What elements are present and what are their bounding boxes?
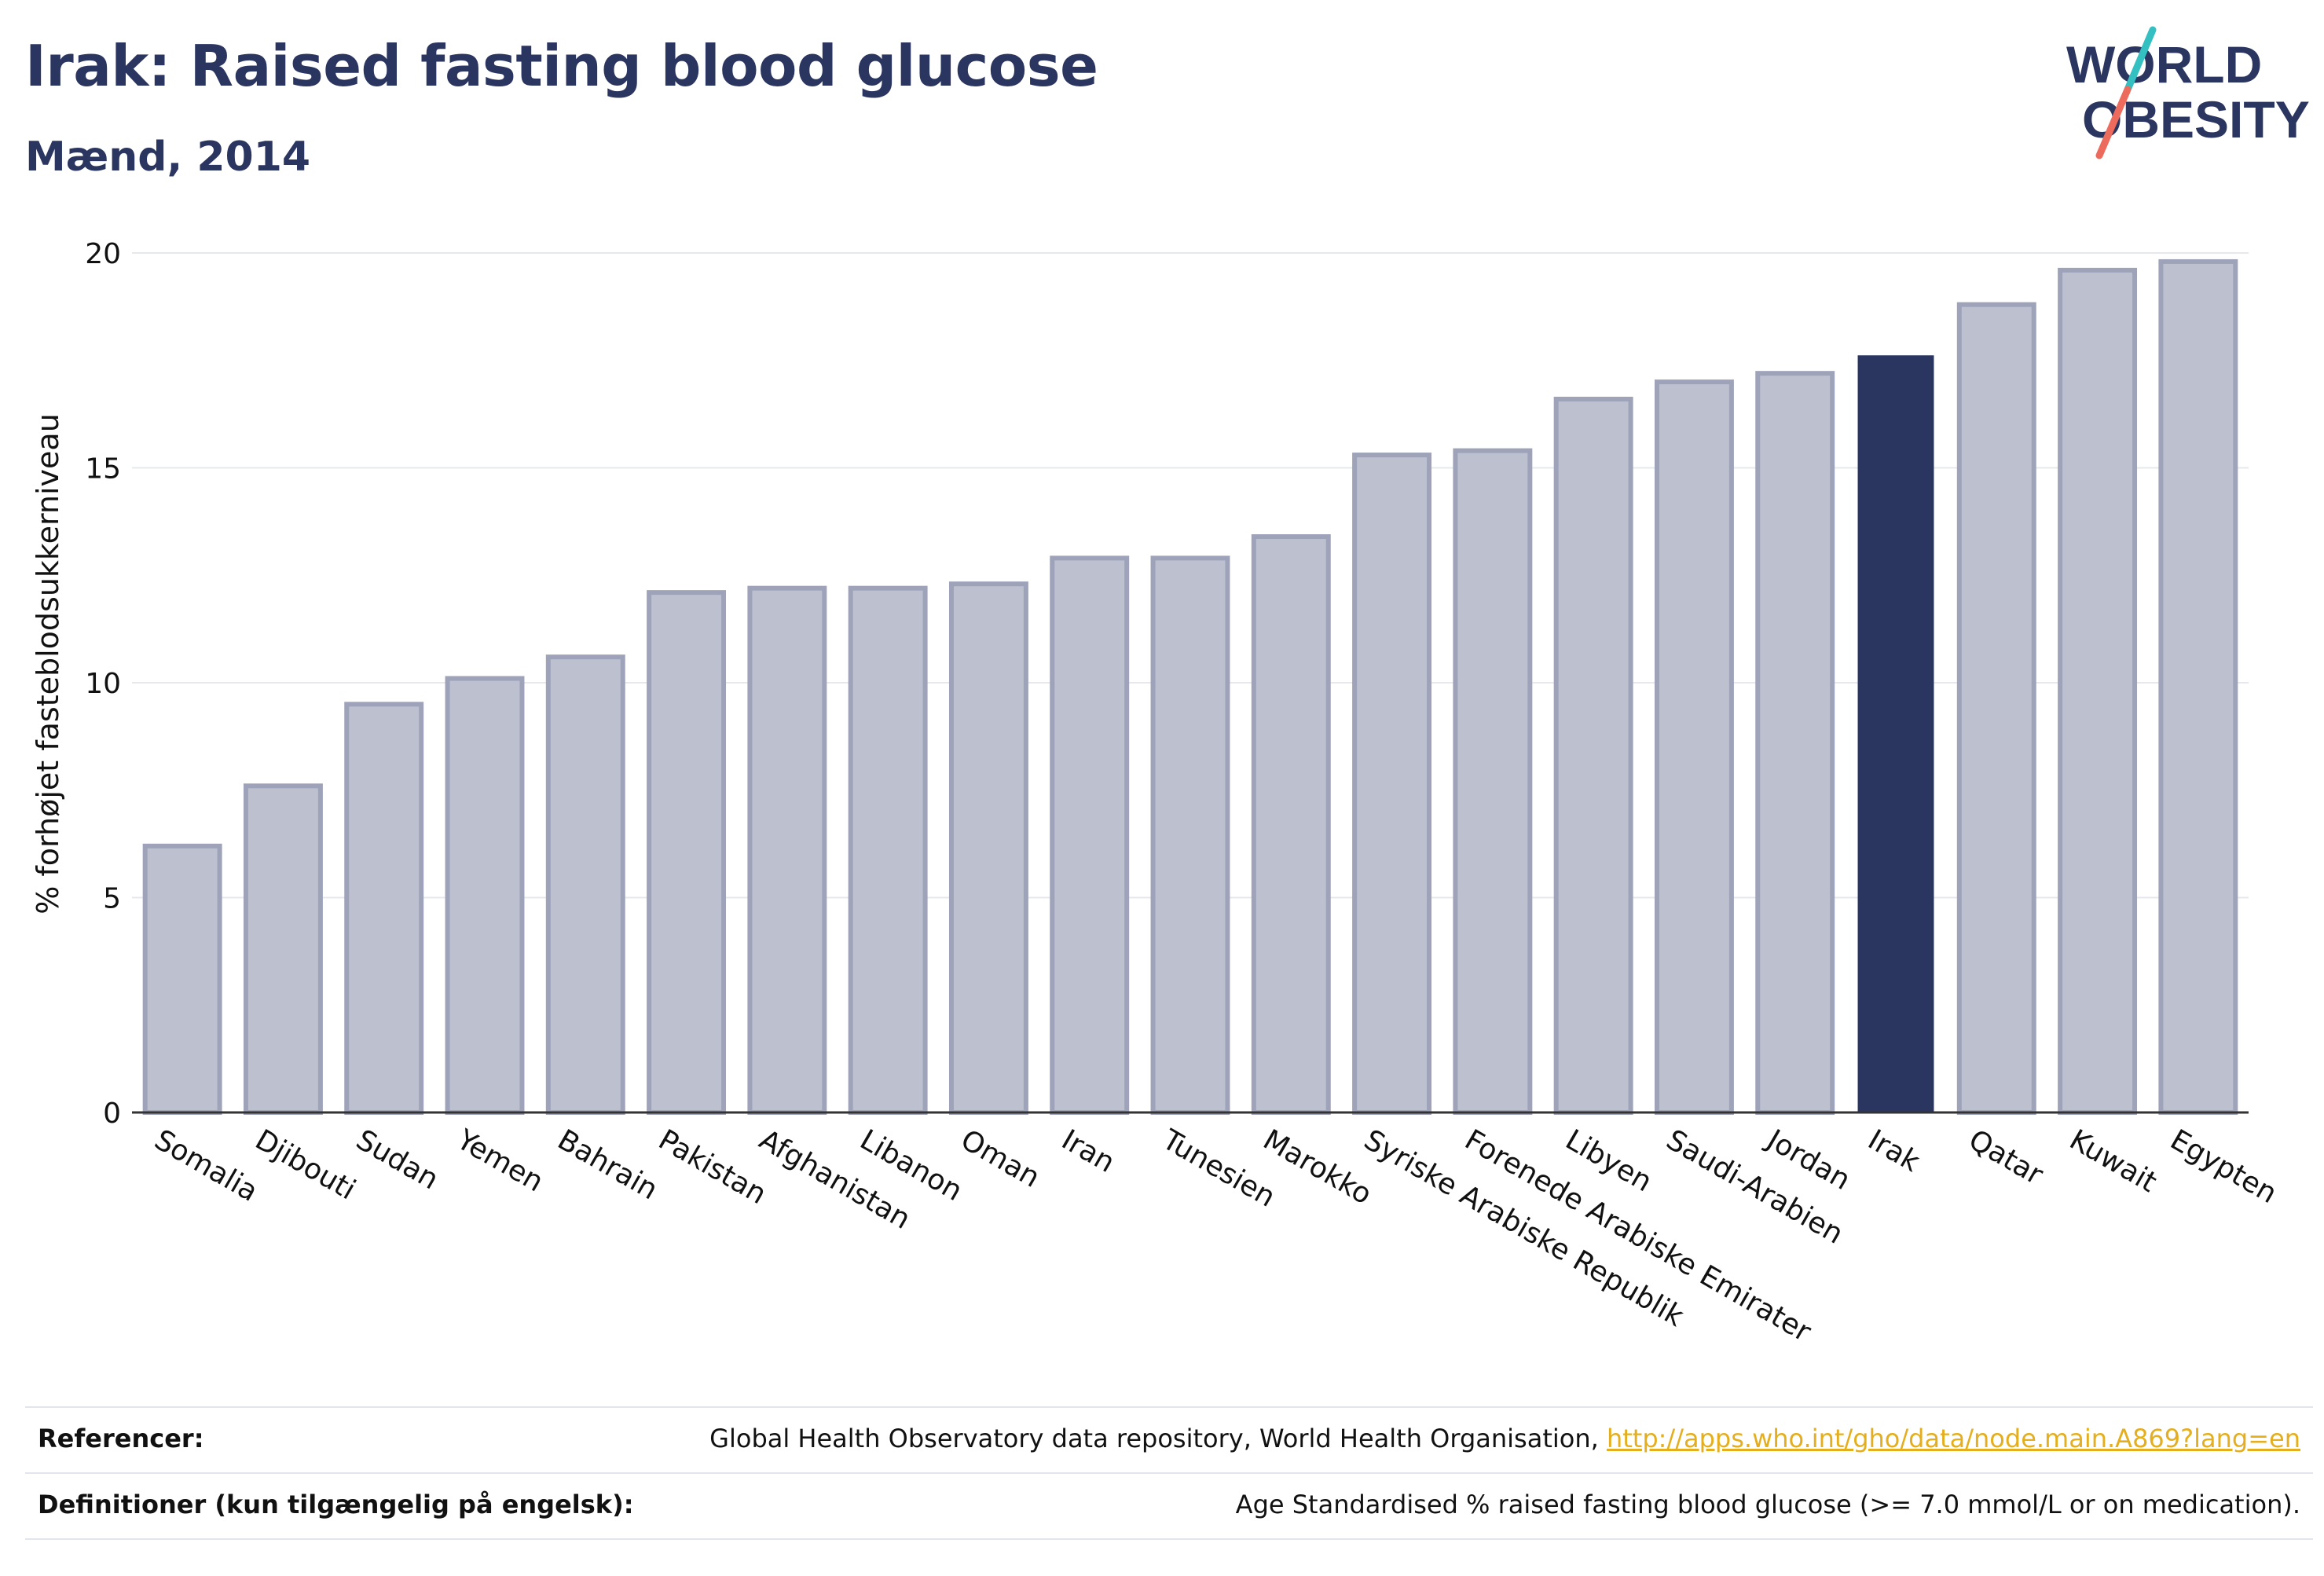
logo-slash-coral — [2095, 86, 2132, 159]
world-obesity-logo: WORLD OBESITY — [2066, 26, 2310, 159]
x-tick-label: Tunesien — [1157, 1123, 1281, 1214]
x-tick-label: Pakistan — [653, 1123, 772, 1211]
footer: Referencer: Global Health Observatory da… — [25, 1406, 2313, 1540]
footer-rule-top — [25, 1406, 2313, 1408]
bar-afghanistan — [747, 585, 827, 1115]
bar-iran — [1050, 555, 1130, 1115]
references-row: Referencer: Global Health Observatory da… — [25, 1406, 2313, 1471]
x-tick-label: Djibouti — [250, 1123, 361, 1206]
bar-egypten — [2158, 258, 2238, 1116]
bar-somalia — [142, 843, 222, 1115]
bar-jordan — [1755, 371, 1835, 1116]
bar-saudi-arabien — [1654, 379, 1734, 1116]
bar-pakistan — [647, 590, 727, 1115]
y-tick-label: 15 — [85, 453, 121, 486]
x-tick-label: Yemen — [451, 1123, 549, 1199]
bar-syriske-arabiske-republik — [1352, 453, 1432, 1115]
references-link[interactable]: http://apps.who.int/gho/data/node.main.A… — [1606, 1424, 2300, 1453]
bar-libanon — [848, 585, 928, 1115]
bar-marokko — [1251, 534, 1331, 1115]
bar-oman — [948, 581, 1028, 1115]
bar-irak — [1857, 355, 1934, 1113]
bar-qatar — [1956, 302, 2036, 1115]
y-tick-label: 5 — [103, 883, 121, 915]
x-tick-label: Qatar — [1963, 1123, 2048, 1191]
page-subtitle: Mænd, 2014 — [25, 134, 311, 181]
x-tick-label: Saudi-Arabien — [1661, 1123, 1849, 1251]
logo-line1: WORLD — [2066, 35, 2262, 93]
logo-slash-teal — [2124, 26, 2157, 93]
x-tick-label: Oman — [955, 1123, 1045, 1194]
bar-tunesien — [1150, 555, 1230, 1115]
bar-sudan — [344, 702, 424, 1115]
bar-yemen — [445, 676, 525, 1115]
y-axis-label: % forhøjet fasteblodsukkerniveau — [31, 413, 65, 914]
x-tick-label: Somalia — [149, 1123, 263, 1208]
y-tick-label: 0 — [103, 1098, 121, 1130]
x-tick-label: Kuwait — [2064, 1123, 2162, 1199]
y-tick-label: 10 — [85, 668, 121, 700]
bar-bahrain — [545, 654, 625, 1115]
bar-djibouti — [243, 783, 323, 1116]
x-tick-label: Marokko — [1258, 1123, 1377, 1211]
definitions-label: Definitioner (kun tilgængelig på engelsk… — [38, 1490, 634, 1519]
definitions-row: Definitioner (kun tilgængelig på engelsk… — [25, 1472, 2313, 1537]
x-tick-label: Iran — [1056, 1123, 1120, 1179]
bars — [142, 258, 2238, 1116]
x-tick-label: Egypten — [2165, 1123, 2282, 1210]
references-text: Global Health Observatory data repositor… — [709, 1424, 1607, 1453]
footer-rule-bottom — [25, 1538, 2313, 1540]
bar-kuwait — [2058, 267, 2138, 1115]
x-tick-label: Irak — [1863, 1123, 1926, 1178]
references-label: Referencer: — [38, 1424, 204, 1453]
y-tick-labels: 0 5 10 15 20 — [85, 238, 121, 1130]
definitions-value: Age Standardised % raised fasting blood … — [1235, 1490, 2300, 1519]
footer-rule-middle — [25, 1472, 2313, 1474]
references-value: Global Health Observatory data repositor… — [709, 1424, 2313, 1453]
x-tick-label: Bahrain — [552, 1123, 663, 1206]
bar-libyen — [1553, 396, 1633, 1116]
y-tick-label: 20 — [85, 238, 121, 270]
bar-forenede-arabiske-emirater — [1453, 448, 1533, 1115]
x-tick-label: Sudan — [350, 1123, 444, 1196]
page-title: Irak: Raised fasting blood glucose — [25, 33, 1098, 99]
